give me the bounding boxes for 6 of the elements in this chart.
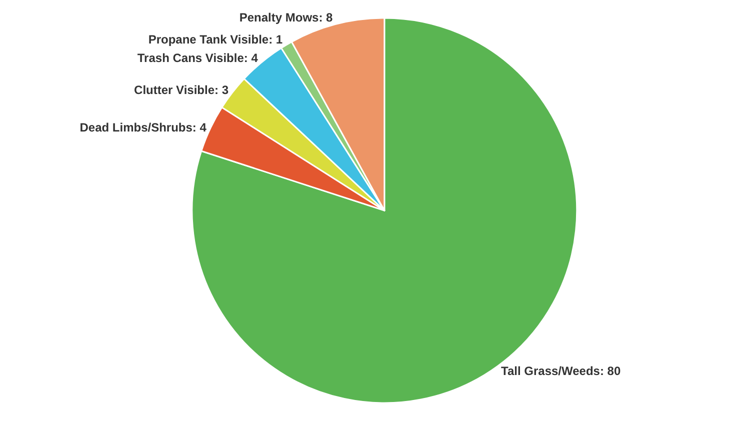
slice-label: Clutter Visible: 3: [134, 82, 229, 97]
slice-label: Penalty Mows: 8: [239, 10, 334, 24]
slice-label: Trash Cans Visible: 4: [137, 51, 258, 66]
slice-label: Tall Grass/Weeds: 80: [501, 364, 621, 378]
slice-label: Dead Limbs/Shrubs: 4: [80, 120, 207, 134]
slice-label: Propane Tank Visible: 1: [148, 32, 283, 47]
